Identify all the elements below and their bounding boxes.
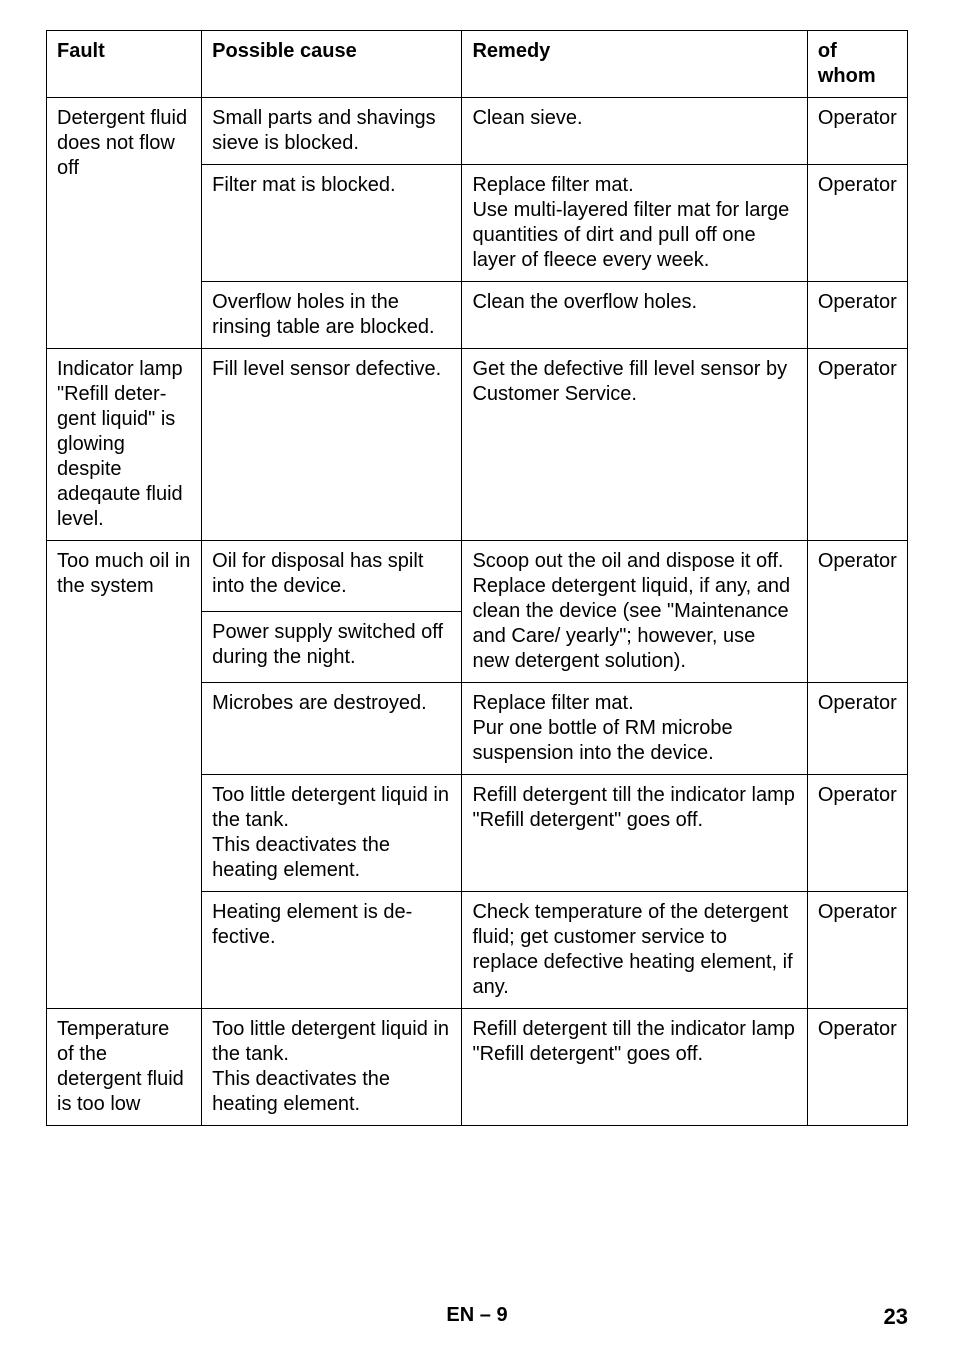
cell-remedy: Scoop out the oil and dispose it off.Rep…	[462, 541, 807, 683]
cell-whom: Operator	[807, 1009, 907, 1126]
header-remedy: Remedy	[462, 31, 807, 98]
table-header-row: Fault Possible cause Remedy of whom	[47, 31, 908, 98]
cell-cause: Heating element is de­fective.	[202, 892, 462, 1009]
cell-cause: Small parts and shavings sieve is blocke…	[202, 98, 462, 165]
header-whom: of whom	[807, 31, 907, 98]
cell-fault: Too much oil in the system	[47, 541, 202, 1009]
cell-remedy: Get the defective fill level sen­sor by …	[462, 349, 807, 541]
cell-cause: Too little detergent liquid in the tank.…	[202, 1009, 462, 1126]
table-row: Indicator lamp "Refill deter­gent liquid…	[47, 349, 908, 541]
cell-whom: Operator	[807, 98, 907, 165]
cell-whom: Operator	[807, 349, 907, 541]
cell-whom: Operator	[807, 775, 907, 892]
table-body: Detergent fluid does not flow offSmall p…	[47, 98, 908, 1126]
header-cause: Possible cause	[202, 31, 462, 98]
page: Fault Possible cause Remedy of whom Dete…	[0, 0, 954, 1354]
cell-remedy: Clean the overflow holes.	[462, 282, 807, 349]
cell-cause: Filter mat is blocked.	[202, 165, 462, 282]
cell-whom: Operator	[807, 282, 907, 349]
cell-whom: Operator	[807, 541, 907, 683]
page-footer: EN – 9 23	[0, 1304, 954, 1330]
cell-whom: Operator	[807, 165, 907, 282]
cell-cause: Too little detergent liquid in the tank.…	[202, 775, 462, 892]
cell-cause: Oil for disposal has spilt into the devi…	[202, 541, 462, 612]
cell-cause: Microbes are destroyed.	[202, 683, 462, 775]
cell-cause: Fill level sensor defec­tive.	[202, 349, 462, 541]
cell-remedy: Check temperature of the de­tergent flui…	[462, 892, 807, 1009]
faults-table: Fault Possible cause Remedy of whom Dete…	[46, 30, 908, 1126]
cell-cause: Overflow holes in the rinsing table are …	[202, 282, 462, 349]
cell-remedy: Replace filter mat.Pur one bottle of RM …	[462, 683, 807, 775]
table-row: Temperature of the detergent fluid is to…	[47, 1009, 908, 1126]
table-row: Detergent fluid does not flow offSmall p…	[47, 98, 908, 165]
cell-remedy: Refill detergent till the indicator lamp…	[462, 775, 807, 892]
cell-remedy: Replace filter mat.Use multi-layered fil…	[462, 165, 807, 282]
table-row: Too much oil in the systemOil for dispos…	[47, 541, 908, 612]
footer-center: EN – 9	[0, 1304, 954, 1327]
cell-fault: Temperature of the detergent fluid is to…	[47, 1009, 202, 1126]
cell-fault: Indicator lamp "Refill deter­gent liquid…	[47, 349, 202, 541]
cell-fault: Detergent fluid does not flow off	[47, 98, 202, 349]
header-fault: Fault	[47, 31, 202, 98]
cell-remedy: Clean sieve.	[462, 98, 807, 165]
cell-remedy: Refill detergent till the indicator lamp…	[462, 1009, 807, 1126]
cell-cause: Power supply switched off during the nig…	[202, 612, 462, 683]
cell-whom: Operator	[807, 683, 907, 775]
cell-whom: Operator	[807, 892, 907, 1009]
